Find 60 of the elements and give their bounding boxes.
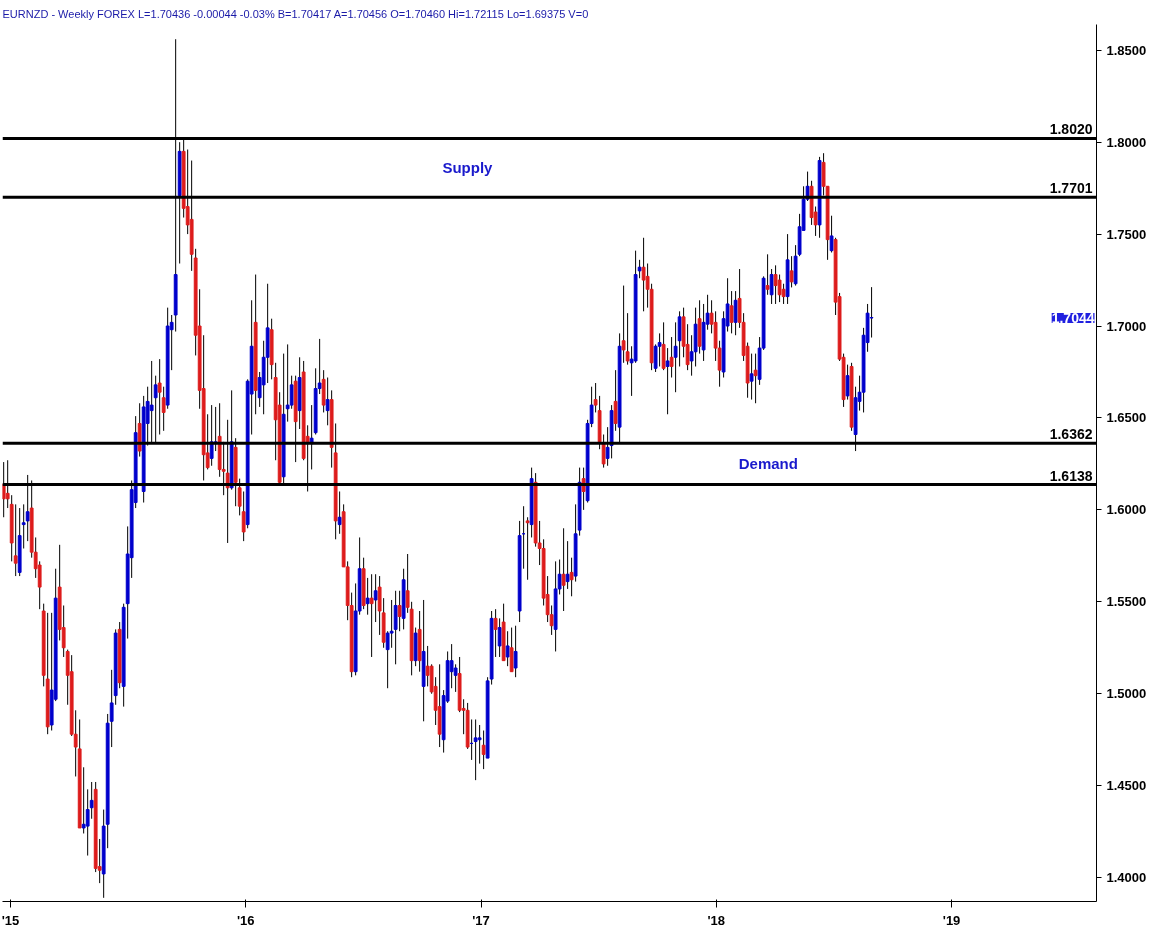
candlestick: [769, 268, 774, 305]
candlestick: [513, 625, 518, 678]
candlestick: [509, 627, 514, 673]
chart-title: EURNZD - Weekly FOREX L=1.70436 -0.00044 -0.03% B=1.70417 A=1.70456 O=1.70460 Hi=1.72115 Lo=1.69375 V=0: [2, 7, 589, 20]
candlestick: [749, 353, 754, 401]
x-tick-label: '17: [472, 912, 490, 928]
candlestick: [641, 237, 646, 312]
y-tick-label: 1.5500: [1106, 594, 1147, 610]
candlestick: [397, 590, 402, 632]
y-tick-label: 1.8000: [1106, 134, 1147, 150]
candlestick: [497, 617, 502, 658]
candlestick: [781, 283, 786, 305]
candlestick: [289, 375, 294, 410]
annotation: Demand: [738, 455, 798, 473]
x-tick-label: '16: [236, 912, 255, 928]
candlestick: [613, 369, 618, 432]
candlestick: [677, 310, 682, 367]
candlestick: [373, 573, 378, 623]
candlestick: [777, 274, 782, 303]
candlestick: [729, 290, 734, 334]
candlestick: [473, 718, 478, 781]
candlestick: [493, 608, 498, 658]
ref-line-label: 1.6138: [1049, 467, 1093, 484]
ref-line-label: 1.6362: [1049, 426, 1093, 443]
y-tick-label: 1.6000: [1106, 502, 1147, 518]
candlestick: [753, 353, 758, 404]
y-tick-label: 1.6500: [1106, 410, 1147, 426]
annotation: Supply: [442, 159, 494, 177]
candlestick: [325, 377, 330, 426]
candlestick: [477, 724, 482, 765]
candlestick: [765, 253, 770, 296]
y-tick-label: 1.7000: [1106, 318, 1147, 334]
candlestick: [393, 590, 398, 665]
x-tick-label: '15: [1, 912, 20, 928]
candlestick: [365, 577, 370, 616]
y-tick-label: 1.4000: [1106, 870, 1147, 886]
candlestick: [337, 491, 342, 535]
candlestick: [845, 364, 850, 401]
ref-line-label: 1.8020: [1049, 121, 1093, 138]
y-tick-label: 1.5000: [1106, 686, 1147, 702]
candlestick: [789, 255, 794, 288]
candlestick: [481, 730, 486, 770]
y-tick-label: 1.7500: [1106, 226, 1147, 242]
candlestick: [869, 286, 874, 339]
candlestick: [773, 264, 778, 305]
candlestick: [369, 573, 374, 658]
candlestick: [621, 285, 626, 364]
candlestick: [505, 630, 510, 667]
candlestick: [733, 290, 738, 336]
x-tick-label: '19: [942, 912, 961, 928]
x-tick-label: '18: [707, 912, 726, 928]
candlestick: [157, 358, 162, 435]
candlestick: [665, 347, 670, 415]
ref-line-label: 1.7701: [1049, 180, 1093, 197]
y-tick-label: 1.4500: [1106, 778, 1147, 794]
candlestick: [561, 527, 566, 612]
annotation: 1.7044: [1051, 310, 1095, 327]
y-tick-label: 1.8500: [1106, 42, 1147, 58]
candlestick: [13, 503, 18, 577]
candlestick: [525, 516, 530, 581]
